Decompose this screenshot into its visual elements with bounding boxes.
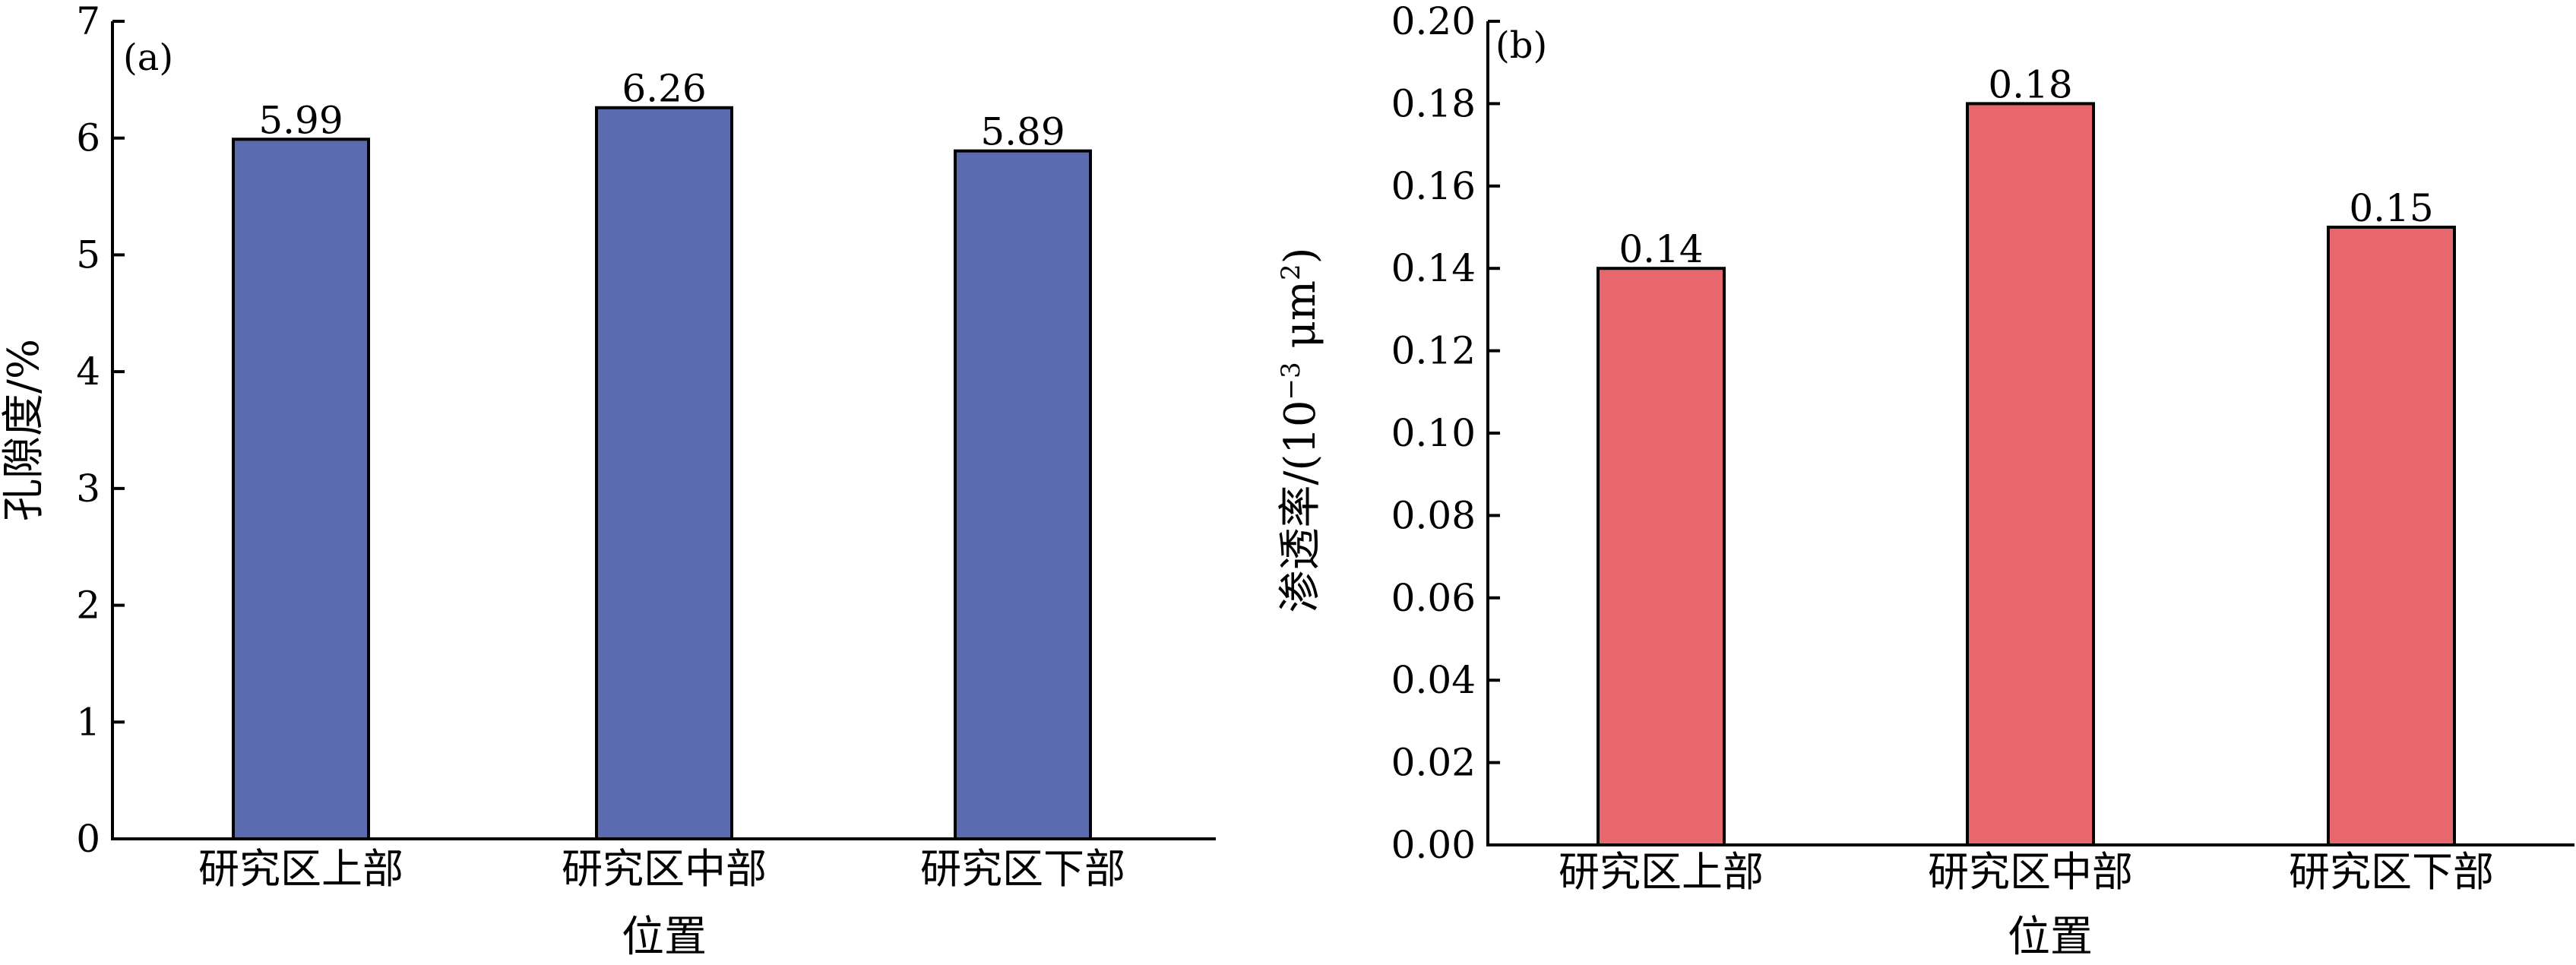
porosity-category-label: 研究区上部: [198, 845, 403, 893]
porosity-y-tick-label: 4: [76, 350, 100, 394]
porosity-bar: [232, 138, 370, 841]
porosity-y-tick-label: 5: [76, 233, 100, 277]
permeability-data-label: 0.18: [1988, 62, 2072, 106]
porosity-data-label: 6.26: [622, 67, 706, 111]
permeability-category-labels: 研究区上部 研究区中部 研究区下部: [1559, 848, 2494, 896]
porosity-data-label: 5.99: [258, 98, 343, 142]
permeability-y-tick-label: 0.10: [1391, 411, 1476, 455]
porosity-y-tick-label: 2: [76, 584, 100, 628]
permeability-y-title-main: 渗透率/(10: [1276, 400, 1325, 612]
permeability-bar: [1597, 267, 1726, 846]
porosity-y-axis-title: 孔隙度/%: [0, 339, 49, 521]
permeability-y-tick-label: 0.20: [1391, 0, 1476, 43]
permeability-y-title-mid: μm: [1276, 280, 1325, 362]
permeability-category-label: 研究区上部: [1559, 848, 1764, 896]
permeability-y-title-sup1: −3: [1276, 362, 1306, 400]
permeability-data-label: 0.14: [1619, 227, 1703, 271]
permeability-y-ticks: 0.00 0.02 0.04 0.06 0.08 0.10 0.12 0.14 0.16 0.18…: [1391, 0, 1500, 867]
porosity-category-label: 研究区中部: [562, 845, 767, 893]
porosity-category-labels: 研究区上部 研究区中部 研究区下部: [198, 845, 1125, 893]
porosity-y-tick-label: 0: [76, 817, 100, 861]
porosity-bar: [595, 106, 733, 840]
permeability-panel-label: (b): [1495, 24, 1547, 67]
permeability-y-tick-label: 0.06: [1391, 576, 1476, 620]
permeability-chart: 0.14 0.18 0.15 0.00 0.02 0.04 0.06 0.08 0.10 0.1…: [1276, 0, 2574, 962]
porosity-category-label: 研究区下部: [920, 845, 1125, 893]
permeability-y-tick-label: 0.14: [1391, 246, 1476, 290]
porosity-bars: 5.99 6.26 5.89: [232, 67, 1092, 841]
porosity-bar: [954, 149, 1092, 840]
permeability-y-title-sup2: 2: [1276, 264, 1306, 280]
permeability-category-label: 研究区下部: [2289, 848, 2494, 896]
permeability-data-label: 0.15: [2349, 186, 2433, 230]
permeability-y-tick-label: 0.02: [1391, 741, 1476, 785]
permeability-y-axis-title: 渗透率/(10−3 μm2): [1276, 248, 1325, 613]
permeability-y-tick-label: 0.04: [1391, 658, 1476, 702]
porosity-panel-label: (a): [123, 36, 173, 79]
porosity-chart: 5.99 6.26 5.89 0 1 2 3 4 5 6 7 研究区上部 研究区中部 研究区下部 (a…: [0, 0, 1216, 962]
porosity-y-tick-label: 3: [76, 467, 100, 511]
porosity-y-tick-label: 1: [76, 700, 100, 744]
permeability-bar: [2327, 226, 2456, 846]
porosity-y-ticks: 0 1 2 3 4 5 6 7: [76, 0, 125, 861]
permeability-y-tick-label: 0.12: [1391, 329, 1476, 373]
permeability-x-axis-title: 位置: [2008, 913, 2093, 961]
permeability-bar: [1966, 102, 2095, 846]
porosity-x-axis-title: 位置: [622, 913, 707, 961]
permeability-y-tick-label: 0.00: [1391, 823, 1476, 867]
permeability-y-tick-label: 0.16: [1391, 164, 1476, 208]
permeability-y-title-end: ): [1276, 248, 1325, 264]
porosity-y-tick-label: 6: [76, 116, 100, 160]
permeability-bars: 0.14 0.18 0.15: [1597, 62, 2456, 846]
porosity-y-tick-label: 7: [76, 0, 100, 43]
permeability-y-tick-label: 0.18: [1391, 81, 1476, 125]
permeability-y-tick-label: 0.08: [1391, 493, 1476, 537]
permeability-category-label: 研究区中部: [1928, 848, 2133, 896]
porosity-data-label: 5.89: [980, 110, 1065, 154]
